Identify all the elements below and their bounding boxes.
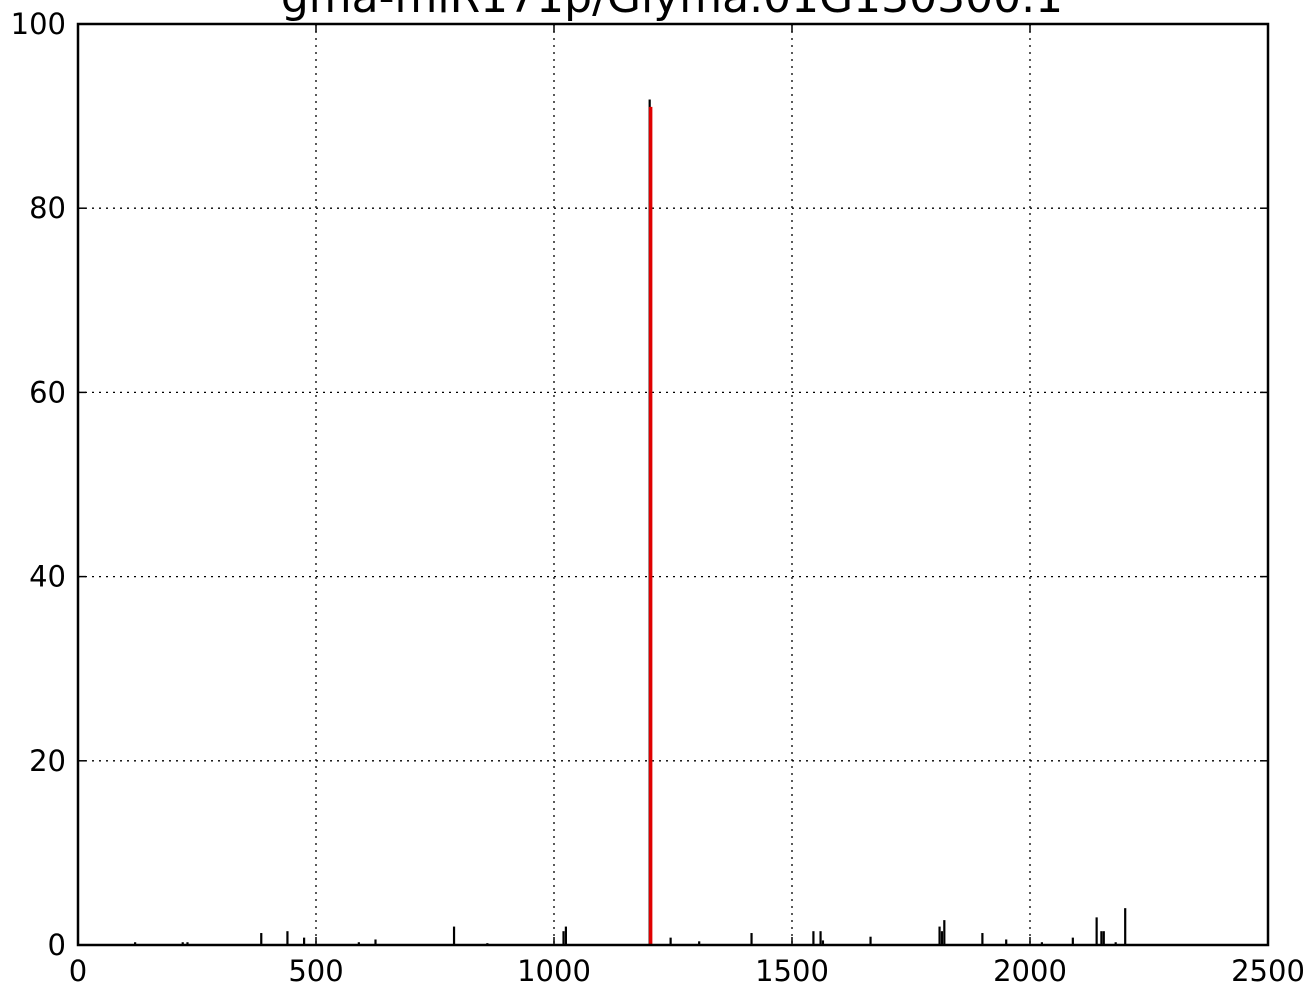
x-tick-label: 1500 xyxy=(755,954,829,986)
bar xyxy=(374,939,377,945)
bar xyxy=(1040,942,1043,945)
bar xyxy=(286,931,289,945)
y-tick-label: 40 xyxy=(29,560,66,594)
y-tick-label: 80 xyxy=(29,191,66,225)
bar xyxy=(821,940,825,945)
x-tick-label: 2500 xyxy=(1231,954,1305,986)
bar xyxy=(750,933,753,945)
bar xyxy=(181,942,184,945)
bar xyxy=(943,920,946,945)
bar xyxy=(452,926,456,945)
plot-area xyxy=(76,22,1270,947)
bar xyxy=(648,106,653,945)
bars xyxy=(134,99,1127,946)
chart-title: gma-miR171p/Glyma.01G130300.1 xyxy=(281,0,1063,23)
y-tick-label: 60 xyxy=(29,375,66,409)
bar xyxy=(981,933,984,945)
bar xyxy=(869,936,872,945)
bar xyxy=(134,942,137,945)
bar xyxy=(260,933,263,945)
bar xyxy=(698,941,701,945)
bar xyxy=(186,942,189,945)
bar xyxy=(1005,939,1008,945)
bar xyxy=(938,926,941,945)
bar xyxy=(1114,942,1117,945)
bar xyxy=(562,931,565,945)
grid xyxy=(78,24,1268,945)
tick-labels: 0 500 1000 1500 2000 2500 0 20 40 60 80 100 xyxy=(11,7,1305,986)
bar xyxy=(1124,908,1127,945)
bar xyxy=(940,931,944,945)
y-tick-label: 0 xyxy=(48,928,66,962)
bar xyxy=(1102,931,1105,945)
bar xyxy=(812,931,815,945)
bar xyxy=(1071,937,1074,945)
y-tick-label: 20 xyxy=(29,744,66,778)
y-tick-label: 100 xyxy=(11,7,66,41)
x-tick-label: 500 xyxy=(288,954,343,986)
bar xyxy=(1100,931,1103,945)
x-tick-label: 2000 xyxy=(993,954,1067,986)
bar xyxy=(303,937,306,945)
x-tick-label: 1000 xyxy=(517,954,591,986)
bar xyxy=(1095,917,1098,945)
bar xyxy=(819,931,822,945)
bar xyxy=(564,926,567,945)
ticks xyxy=(77,23,1269,946)
bar xyxy=(669,937,672,945)
x-tick-label: 0 xyxy=(69,954,87,986)
bar xyxy=(357,942,360,945)
